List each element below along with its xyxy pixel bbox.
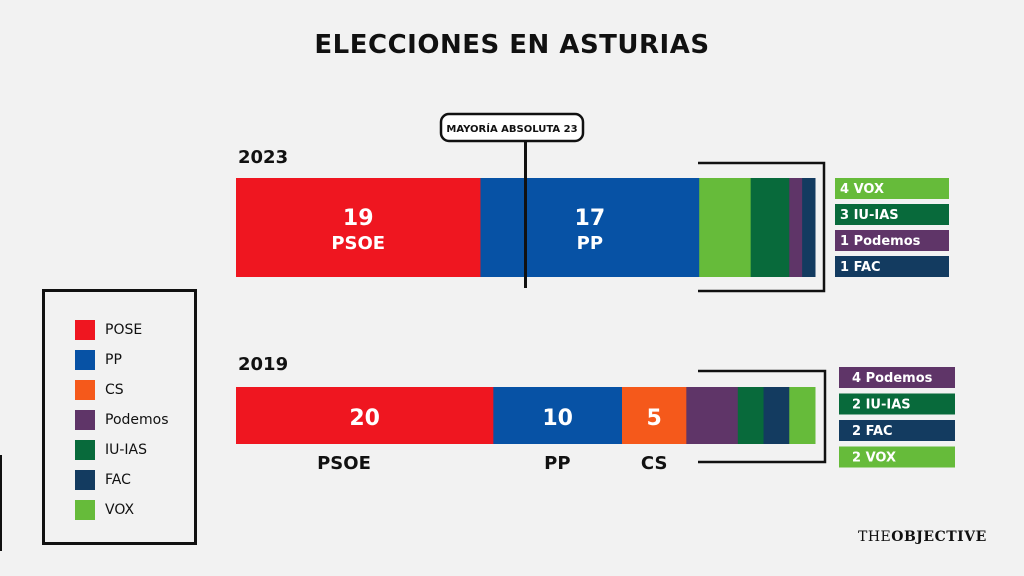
party-label: PP <box>577 233 603 254</box>
party-label-below: CS <box>641 453 668 474</box>
callout-label: 4 Podemos <box>852 371 933 386</box>
bar-segment-iu-ias <box>737 387 765 444</box>
legend-label: POSE <box>105 322 143 338</box>
callout-box <box>835 178 949 199</box>
seat-label: 17 <box>575 206 606 231</box>
minor-parties-bracket <box>698 161 826 293</box>
year-label: 2023 <box>238 147 288 168</box>
brand-name: OBJECTIVE <box>891 529 987 545</box>
party-label-below: PSOE <box>317 453 371 474</box>
year-label: 2019 <box>238 354 288 375</box>
callout-label: 2 IU-IAS <box>852 398 911 413</box>
callout-label: 2 FAC <box>852 424 893 439</box>
bar-segment-podemos <box>686 387 739 444</box>
callout-box <box>835 256 949 277</box>
legend-item: POSE <box>75 320 142 340</box>
legend-label: IU-IAS <box>105 442 148 458</box>
bar-segment-fac <box>763 387 790 444</box>
callout-label: 1 FAC <box>840 260 881 275</box>
legend-item: FAC <box>75 470 131 490</box>
callout-label: 4 VOX <box>840 182 884 197</box>
bar-segment-vox <box>699 178 752 277</box>
legend-swatch <box>75 350 95 370</box>
legend-item: Podemos <box>75 410 169 430</box>
edge-line <box>0 455 2 551</box>
party-label: PSOE <box>331 233 385 254</box>
bar-segment-psoe <box>236 387 494 444</box>
legend-item: CS <box>75 380 124 400</box>
majority-label: MAYORÍA ABSOLUTA 23 <box>446 122 577 135</box>
legend: POSE PP CS Podemos IU-IAS FAC VOX <box>42 289 197 545</box>
seat-label: 5 <box>647 406 662 431</box>
legend-swatch <box>75 320 95 340</box>
legend-label: CS <box>105 382 124 398</box>
legend-swatch <box>75 500 95 520</box>
bar-segment-pp <box>493 387 623 444</box>
legend-label: VOX <box>105 502 135 518</box>
legend-item: VOX <box>75 500 134 520</box>
legend-label: PP <box>105 352 122 368</box>
legend-swatch <box>75 410 95 430</box>
minor-parties-bracket <box>698 369 827 464</box>
legend-item: PP <box>75 350 122 370</box>
legend-item: IU-IAS <box>75 440 147 460</box>
callout-label: 2 VOX <box>852 451 896 466</box>
bar-segment-iu-ias <box>750 178 790 277</box>
callout-label: 3 IU-IAS <box>840 208 899 223</box>
legend-swatch <box>75 470 95 490</box>
brand-prefix: THE <box>858 529 892 545</box>
brand-logo: THEOBJECTIVE <box>858 529 987 545</box>
legend-label: FAC <box>105 472 131 488</box>
bar-segment-cs <box>622 387 687 444</box>
legend-label: Podemos <box>105 412 169 428</box>
bar-segment-fac <box>802 178 816 277</box>
bar-segment-psoe <box>236 178 481 277</box>
bar-segment-pp <box>480 178 700 277</box>
party-label-below: PP <box>544 453 570 474</box>
callout-box <box>835 204 949 225</box>
legend-swatch <box>75 380 95 400</box>
seat-label: 10 <box>542 406 573 431</box>
chart-title: ELECCIONES EN ASTURIAS <box>314 30 710 60</box>
bar-segment-vox <box>789 387 816 444</box>
bar-segment-podemos <box>789 178 803 277</box>
majority-box <box>439 112 585 143</box>
callout-box <box>839 367 955 388</box>
callout-label: 1 Podemos <box>840 234 921 249</box>
callout-box <box>835 230 949 251</box>
seat-label: 19 <box>343 206 374 231</box>
callout-box <box>839 420 955 441</box>
callout-box <box>839 393 955 415</box>
seat-label: 20 <box>349 406 380 431</box>
callout-box <box>839 446 955 468</box>
legend-swatch <box>75 440 95 460</box>
